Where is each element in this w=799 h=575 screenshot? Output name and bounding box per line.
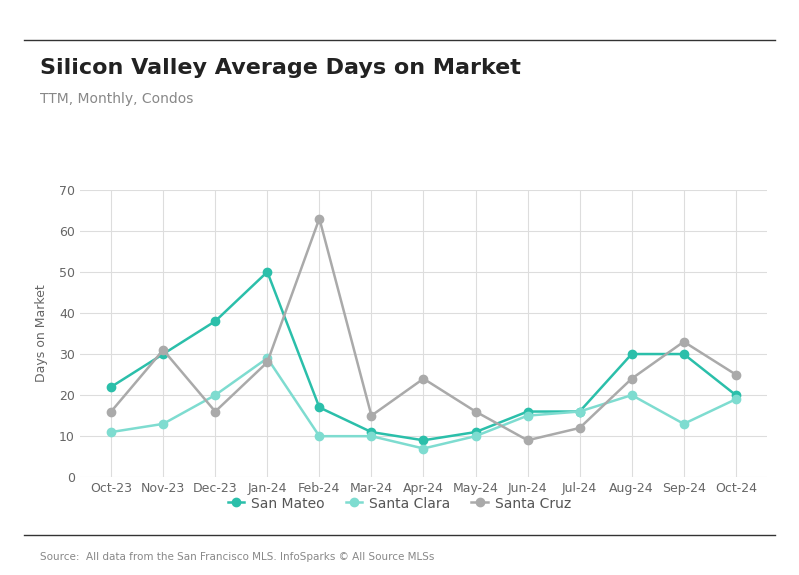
Santa Cruz [367,412,376,419]
Santa Cruz [419,375,428,382]
Santa Clara [419,445,428,452]
Santa Clara [523,412,532,419]
Santa Clara [315,433,324,440]
Santa Cruz [106,408,116,415]
Santa Clara [158,420,168,427]
Santa Cruz [263,359,272,366]
Santa Clara [574,408,584,415]
Santa Cruz [627,375,637,382]
San Mateo [158,351,168,358]
San Mateo [471,428,480,435]
San Mateo [263,269,272,275]
Text: TTM, Monthly, Condos: TTM, Monthly, Condos [40,92,193,106]
San Mateo [106,384,116,390]
Santa Clara [210,392,220,398]
Santa Cruz [210,408,220,415]
San Mateo [315,404,324,411]
Y-axis label: Days on Market: Days on Market [35,285,48,382]
San Mateo [627,351,637,358]
Text: Silicon Valley Average Days on Market: Silicon Valley Average Days on Market [40,58,521,78]
Santa Cruz [679,338,689,345]
San Mateo [523,408,532,415]
Legend: San Mateo, Santa Clara, Santa Cruz: San Mateo, Santa Clara, Santa Cruz [222,491,577,516]
Santa Cruz [731,371,741,378]
San Mateo [574,408,584,415]
San Mateo [679,351,689,358]
Santa Clara [731,396,741,402]
Santa Clara [627,392,637,398]
San Mateo [367,428,376,435]
Santa Cruz [158,347,168,354]
Santa Cruz [315,215,324,222]
Line: Santa Cruz: Santa Cruz [107,214,740,444]
Santa Clara [367,433,376,440]
San Mateo [731,392,741,398]
Santa Cruz [523,437,532,444]
Santa Cruz [471,408,480,415]
Santa Clara [679,420,689,427]
Line: Santa Clara: Santa Clara [107,354,740,453]
San Mateo [419,437,428,444]
Santa Clara [263,355,272,362]
Santa Clara [106,428,116,435]
Santa Clara [471,433,480,440]
Line: San Mateo: San Mateo [107,268,740,444]
Text: Source:  All data from the San Francisco MLS. InfoSparks © All Source MLSs: Source: All data from the San Francisco … [40,552,435,562]
San Mateo [210,318,220,325]
Santa Cruz [574,424,584,431]
